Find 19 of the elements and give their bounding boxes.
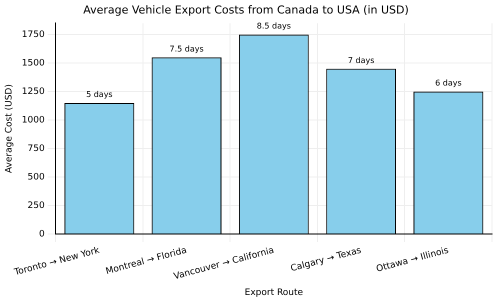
y-tick-label: 500 — [28, 172, 45, 182]
annotation: 7 days — [348, 56, 374, 65]
chart-title: Average Vehicle Export Costs from Canada to USA (in USD) — [83, 3, 409, 16]
annotation: 5 days — [86, 90, 113, 100]
y-axis-title: Average Cost (USD) — [4, 84, 15, 174]
y-tick-label: 1500 — [22, 58, 45, 68]
y-tick-label: 250 — [28, 200, 45, 211]
x-tick-label: Toronto → New York — [12, 246, 102, 278]
y-tick-label: 0 — [38, 229, 45, 240]
x-axis-title: Export Route — [244, 288, 304, 298]
x-tick-label: Calgary → Texas — [290, 246, 363, 274]
y-tick-label: 750 — [28, 144, 45, 154]
y-tick-label: 1250 — [22, 86, 45, 97]
annotation: 8.5 days — [256, 22, 291, 31]
annotation: 7.5 days — [170, 44, 204, 54]
y-tick-label: 1750 — [22, 30, 45, 40]
x-tick-label: Ottawa → Illinois — [375, 246, 450, 275]
y-tick-label: 1000 — [22, 115, 45, 126]
annotation: 6 days — [435, 78, 462, 88]
